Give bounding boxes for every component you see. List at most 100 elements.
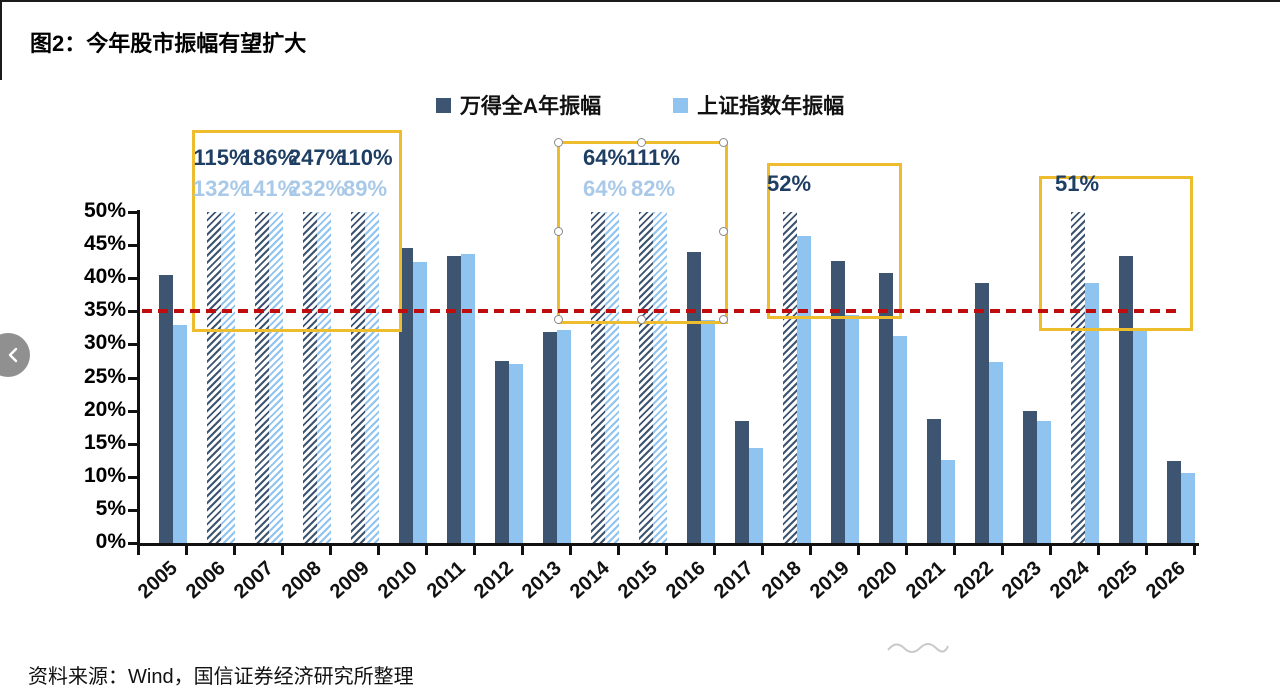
bar [1037, 421, 1051, 543]
y-tick-label: 20% [83, 398, 126, 421]
x-tick [665, 546, 668, 555]
x-tick [617, 546, 620, 555]
x-tick [137, 546, 140, 555]
bar [989, 362, 1003, 543]
bar-overflow-hatched [605, 212, 619, 543]
x-axis-label: 2020 [853, 557, 902, 604]
bar-overflow-hatched [317, 212, 331, 543]
y-tick [128, 410, 138, 413]
bar-overflow-hatched [783, 212, 797, 543]
selection-handle[interactable] [719, 227, 728, 236]
x-axis-label: 2019 [805, 557, 854, 604]
y-tick-label: 35% [83, 298, 126, 321]
x-tick [1049, 546, 1052, 555]
selection-handle[interactable] [637, 138, 646, 147]
x-tick [425, 546, 428, 555]
x-axis-line [137, 543, 1199, 546]
x-axis-label: 2008 [277, 557, 326, 604]
x-axis-label: 2017 [709, 557, 758, 604]
y-tick [128, 211, 138, 214]
bar [543, 332, 557, 543]
x-axis-label: 2007 [229, 557, 278, 604]
highlight-box[interactable] [767, 163, 902, 319]
source-note: 资料来源：Wind，国信证券经济研究所整理 [28, 666, 414, 688]
y-tick-label: 45% [83, 232, 126, 255]
overflow-label-light: 64% [582, 176, 628, 201]
x-tick [1145, 546, 1148, 555]
overflow-label-dark: 51% [1054, 171, 1100, 196]
bar [975, 283, 989, 543]
legend-swatch-dark [435, 97, 451, 113]
selection-handle[interactable] [554, 227, 563, 236]
bar [1085, 283, 1099, 543]
bar [845, 315, 859, 543]
y-tick [128, 277, 138, 280]
y-tick-label: 40% [83, 265, 126, 288]
bar [1119, 256, 1133, 543]
legend-item-wind-all-a: 万得全A年振幅 [435, 90, 602, 120]
x-tick [521, 546, 524, 555]
selection-handle[interactable] [554, 138, 563, 147]
overflow-label-dark: 247% [288, 145, 346, 170]
y-tick-label: 30% [83, 331, 126, 354]
bar [941, 460, 955, 543]
selection-handle[interactable] [719, 138, 728, 147]
y-tick [128, 476, 138, 479]
bar [735, 421, 749, 543]
x-tick [857, 546, 860, 555]
overflow-label-light: 82% [630, 176, 676, 201]
y-tick-label: 50% [83, 199, 126, 222]
x-tick [233, 546, 236, 555]
x-axis-label: 2011 [422, 557, 470, 603]
x-tick [1001, 546, 1004, 555]
bar-overflow-hatched [351, 212, 365, 543]
bar [831, 261, 845, 543]
bar [749, 448, 763, 543]
x-axis-label: 2016 [661, 557, 710, 604]
legend-label: 上证指数年振幅 [697, 95, 845, 118]
legend-label: 万得全A年振幅 [459, 95, 602, 118]
y-tick [128, 310, 138, 313]
bar [1181, 473, 1195, 543]
bar [1167, 461, 1181, 543]
x-axis-label: 2021 [901, 557, 950, 604]
x-axis-label: 2025 [1093, 557, 1142, 604]
bar [687, 252, 701, 543]
x-tick [761, 546, 764, 555]
highlight-box[interactable] [192, 130, 402, 332]
figure-title: 图2：今年股市振幅有望扩大 [30, 31, 307, 56]
x-tick [185, 546, 188, 555]
overflow-label-dark: 111% [626, 145, 680, 170]
selection-handle[interactable] [719, 315, 728, 324]
overflow-label-dark: 64% [582, 145, 628, 170]
legend-swatch-light [673, 97, 689, 113]
scribble-mark [887, 643, 949, 653]
bar [927, 419, 941, 543]
bar-overflow-hatched [269, 212, 283, 543]
bar [159, 275, 173, 543]
reference-line-35pct [142, 309, 1178, 313]
x-axis-label: 2014 [565, 557, 614, 604]
bar [173, 325, 187, 543]
x-tick [1193, 546, 1196, 555]
x-axis-label: 2012 [469, 557, 518, 604]
x-axis-label: 2013 [517, 557, 566, 604]
bar [509, 364, 523, 543]
y-tick [128, 343, 138, 346]
bar-overflow-hatched [591, 212, 605, 543]
x-axis-label: 2023 [997, 557, 1046, 604]
y-axis-line [137, 210, 140, 546]
x-axis-label: 2010 [373, 557, 422, 604]
x-axis-label: 2015 [613, 557, 662, 604]
y-tick-label: 10% [83, 464, 126, 487]
bar-overflow-hatched [1071, 212, 1085, 543]
bar [893, 336, 907, 543]
highlight-box[interactable] [1039, 176, 1193, 331]
selection-handle[interactable] [554, 315, 563, 324]
bar [701, 320, 715, 543]
selection-handle[interactable] [637, 315, 646, 324]
x-axis-label: 2022 [949, 557, 998, 604]
overflow-label-dark: 115% [193, 145, 249, 170]
overflow-label-light: 141% [240, 176, 298, 201]
